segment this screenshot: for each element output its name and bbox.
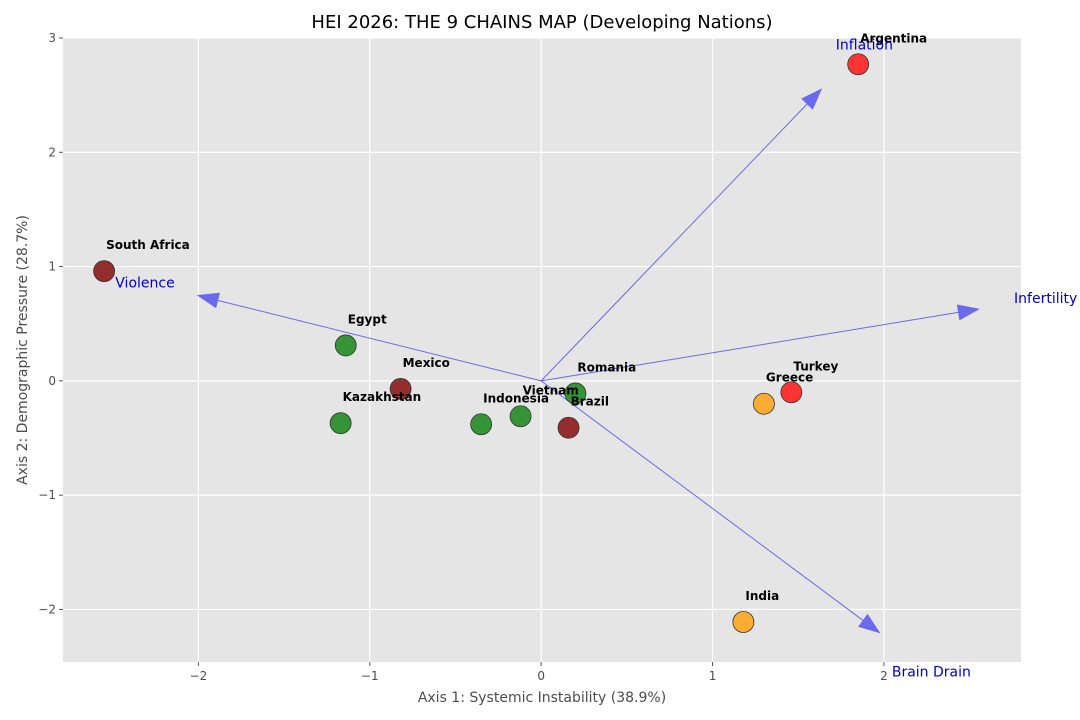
grid-lines xyxy=(63,37,1021,662)
y-axis-label: Axis 2: Demographic Pressure (28.7%) xyxy=(15,215,31,485)
vector-label: Brain Drain xyxy=(892,664,971,680)
country-point xyxy=(847,53,870,76)
country-point xyxy=(732,611,755,633)
country-point xyxy=(564,382,587,405)
country-labels: South Africa Egypt Mexico Kazakhstan Indones… xyxy=(106,31,927,603)
country-point xyxy=(93,260,116,283)
country-label: Greece xyxy=(766,371,813,385)
country-point xyxy=(509,405,532,428)
x-tick-label: −1 xyxy=(361,669,379,683)
x-tick-label: 2 xyxy=(880,669,888,683)
vector-line-inflation xyxy=(540,103,808,382)
country-label: South Africa xyxy=(106,238,190,252)
x-tick-label: 0 xyxy=(537,669,545,683)
vector-label: Inflation xyxy=(836,37,893,53)
country-point xyxy=(389,377,412,400)
country-point xyxy=(334,334,357,357)
x-axis-ticks: −2 −1 0 1 2 xyxy=(190,662,888,683)
country-point xyxy=(557,416,580,439)
country-label: Kazakhstan xyxy=(343,390,422,404)
country-point xyxy=(753,392,775,415)
y-tick-label: −1 xyxy=(38,488,56,502)
country-label: Mexico xyxy=(403,356,450,370)
x-axis-label: Axis 1: Systemic Instability (38.9%) xyxy=(418,690,666,706)
vector-arrowhead-inflation xyxy=(801,88,823,110)
country-label: Indonesia xyxy=(483,391,549,405)
country-label: Brazil xyxy=(571,395,609,409)
vector-arrowhead-violence xyxy=(196,292,220,309)
country-label: Vietnam xyxy=(523,383,579,397)
country-point xyxy=(470,413,493,436)
chart-title: HEI 2026: THE 9 CHAINS MAP (Developing N… xyxy=(311,12,772,33)
y-tick-label: 2 xyxy=(48,145,56,159)
country-point xyxy=(780,381,803,404)
vector-line-infertility xyxy=(541,311,959,382)
vector-line-violence xyxy=(217,299,542,382)
y-axis-ticks: −2 −1 0 1 2 3 xyxy=(38,31,63,616)
country-label: India xyxy=(745,589,779,603)
x-tick-label: −2 xyxy=(190,669,208,683)
vector-arrowhead-brain-drain xyxy=(858,613,881,634)
y-tick-label: 0 xyxy=(48,374,56,388)
x-tick-label: 1 xyxy=(709,669,717,683)
country-label: Argentina xyxy=(860,31,927,45)
vector-label: Violence xyxy=(115,275,174,291)
country-points xyxy=(93,53,870,633)
y-tick-label: −2 xyxy=(38,602,56,616)
country-point xyxy=(329,412,352,435)
vector-label: Infertility xyxy=(1014,291,1077,307)
plot-background xyxy=(63,38,1021,662)
y-tick-label: 3 xyxy=(48,31,56,45)
vector-arrowhead-infertility xyxy=(956,304,980,321)
y-tick-label: 1 xyxy=(48,260,56,274)
country-label: Egypt xyxy=(348,312,387,326)
vector-line-brain-drain xyxy=(540,380,864,621)
loading-vectors xyxy=(196,88,980,634)
country-label: Turkey xyxy=(793,359,838,373)
country-label: Romania xyxy=(577,360,636,374)
vector-labels: Inflation Infertility Violence Brain Drain xyxy=(115,37,1077,680)
